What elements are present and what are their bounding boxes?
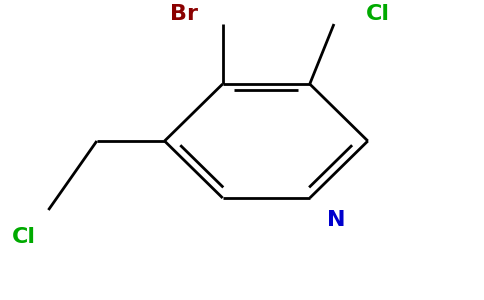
Text: N: N — [327, 211, 346, 230]
Text: Cl: Cl — [12, 227, 36, 247]
Text: Cl: Cl — [365, 4, 390, 23]
Text: Br: Br — [170, 4, 198, 23]
